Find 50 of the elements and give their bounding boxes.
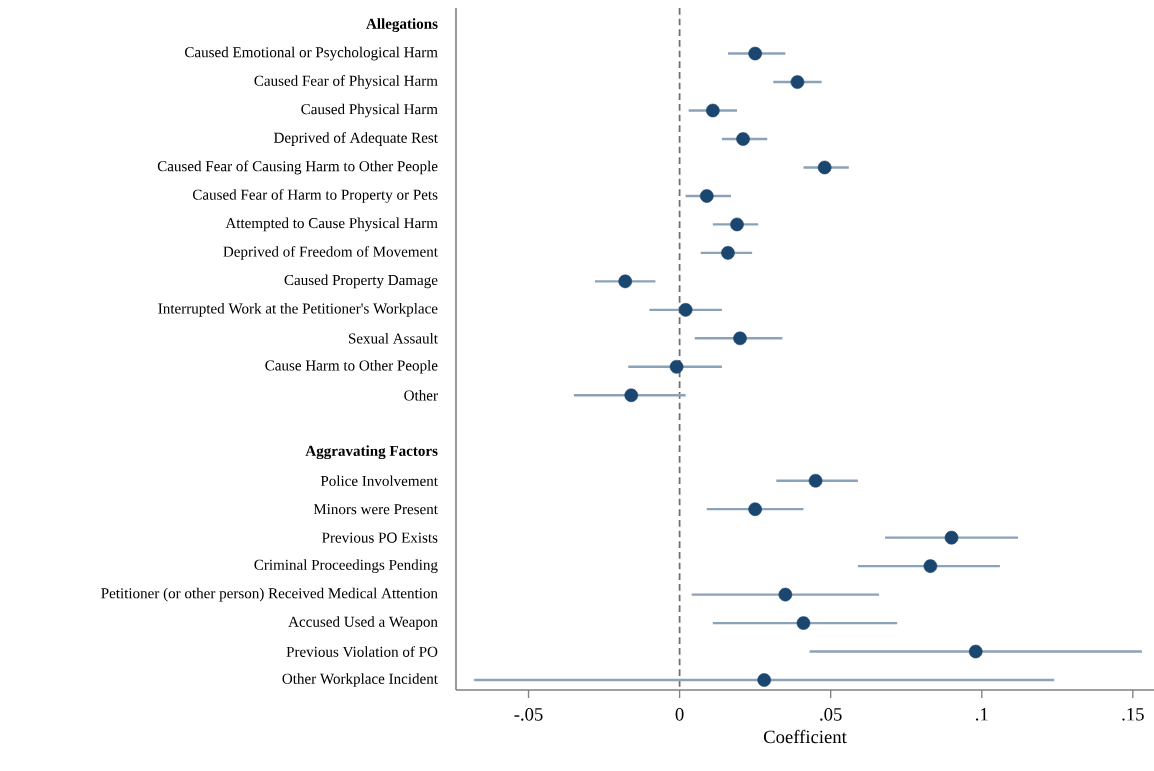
- y-tick-label: Allegations: [366, 18, 438, 32]
- point: [790, 75, 805, 89]
- x-tick-label: .05: [820, 708, 842, 721]
- y-tick-label: Sexual Assault: [348, 333, 438, 344]
- y-tick-label: Caused Emotional or Psychological Harm: [185, 46, 438, 61]
- y-tick-label: Cause Harm to Other People: [265, 359, 438, 374]
- point: [624, 388, 639, 403]
- point: [817, 160, 832, 175]
- point: [706, 103, 720, 118]
- y-tick-label: Previous PO Exists: [322, 532, 438, 543]
- point: [669, 359, 684, 374]
- y-tick-label: Other Workplace Incident: [282, 673, 438, 687]
- y-tick-label: Deprived of Freedom of Movement: [223, 245, 438, 260]
- y-tick-label: Minors were Present: [313, 504, 438, 515]
- y-tick-label: Caused Fear of Harm to Property or Pets: [192, 189, 438, 203]
- point: [678, 303, 693, 317]
- x-tick-label: 0: [675, 708, 684, 721]
- point: [778, 587, 793, 602]
- y-tick-label: Caused Fear of Physical Harm: [254, 75, 438, 89]
- y-tick-label: Police Involvement: [320, 475, 438, 486]
- point: [733, 331, 747, 346]
- point: [748, 502, 762, 516]
- point: [923, 559, 938, 573]
- x-tick-label: -.05: [514, 708, 543, 721]
- y-tick-label: Attempted to Cause Physical Harm: [225, 217, 438, 232]
- point: [944, 530, 959, 545]
- point: [757, 673, 772, 687]
- x-tick-label: .1: [976, 708, 988, 721]
- y-tick-label: Caused Physical Harm: [301, 103, 438, 118]
- point: [748, 46, 762, 61]
- y-tick-label: Accused Used a Weapon: [288, 616, 438, 630]
- point: [721, 246, 735, 260]
- point: [968, 644, 983, 659]
- point: [796, 616, 811, 630]
- point: [730, 217, 744, 232]
- x-axis-title: Coefficient: [763, 729, 847, 744]
- point: [808, 473, 823, 488]
- y-tick-label: Previous Violation of PO: [286, 646, 438, 657]
- y-tick-label: Deprived of Adequate Rest: [273, 132, 438, 146]
- point: [618, 274, 633, 289]
- y-tick-label: Caused Fear of Causing Harm to Other People: [157, 160, 438, 175]
- y-tick-label: Interrupted Work at the Petitioner's Workplace: [158, 303, 438, 317]
- point: [736, 132, 750, 146]
- y-tick-label: Other: [404, 389, 438, 401]
- y-tick-label: Aggravating Factors: [305, 445, 438, 460]
- y-tick-label: Petitioner (or other person) Received Medical Attention: [101, 587, 438, 602]
- y-tick-label: Criminal Proceedings Pending: [254, 559, 438, 573]
- point: [699, 189, 714, 203]
- y-tick-label: Caused Property Damage: [284, 274, 438, 289]
- x-tick-label: .15: [1122, 708, 1144, 721]
